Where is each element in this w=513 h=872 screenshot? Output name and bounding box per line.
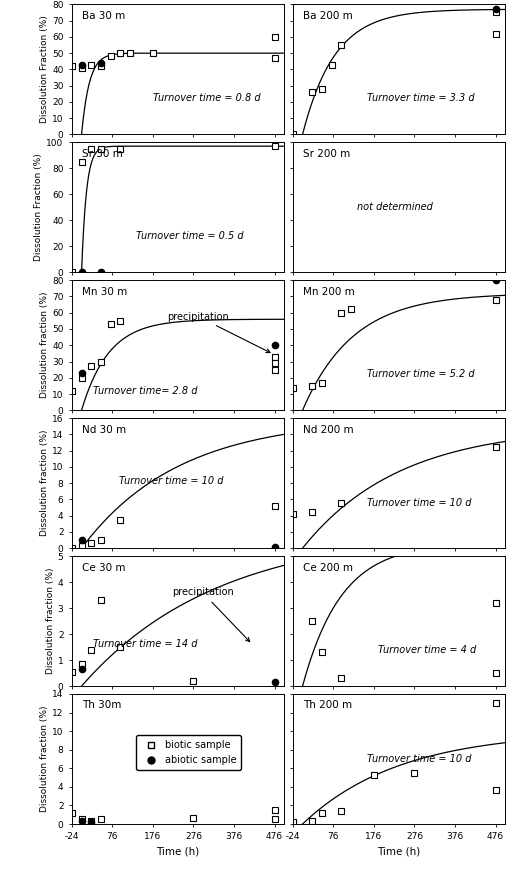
Text: Nd 30 m: Nd 30 m — [83, 425, 127, 434]
Text: Turnover time = 0.5 d: Turnover time = 0.5 d — [135, 231, 243, 241]
Text: Ba 30 m: Ba 30 m — [83, 10, 126, 21]
Y-axis label: Dissolution fraction (%): Dissolution fraction (%) — [40, 705, 49, 812]
Text: Turnover time = 5.2 d: Turnover time = 5.2 d — [367, 369, 475, 378]
Text: Mn 200 m: Mn 200 m — [303, 287, 355, 296]
Text: Ce 200 m: Ce 200 m — [303, 562, 353, 573]
Legend: biotic sample, abiotic sample: biotic sample, abiotic sample — [136, 735, 241, 770]
Text: not determined: not determined — [357, 202, 432, 212]
Text: Th 200 m: Th 200 m — [303, 700, 352, 711]
Text: Turnover time = 10 d: Turnover time = 10 d — [367, 754, 471, 764]
Text: Turnover time = 3.3 d: Turnover time = 3.3 d — [367, 93, 475, 103]
Y-axis label: Dissolution Fraction (%): Dissolution Fraction (%) — [34, 153, 44, 262]
Text: Turnover time = 10 d: Turnover time = 10 d — [119, 475, 223, 486]
Text: Nd 200 m: Nd 200 m — [303, 425, 354, 434]
Text: Mn 30 m: Mn 30 m — [83, 287, 128, 296]
Y-axis label: Dissolution fraction (%): Dissolution fraction (%) — [40, 430, 49, 536]
Y-axis label: Dissolution fraction (%): Dissolution fraction (%) — [46, 568, 55, 674]
Text: precipitation: precipitation — [172, 588, 250, 642]
X-axis label: Time (h): Time (h) — [378, 847, 421, 857]
Y-axis label: Dissolution Fraction (%): Dissolution Fraction (%) — [40, 16, 49, 123]
Text: Sr 200 m: Sr 200 m — [303, 149, 351, 159]
Text: Sr 30 m: Sr 30 m — [83, 149, 123, 159]
Text: Ba 200 m: Ba 200 m — [303, 10, 353, 21]
Text: Turnover time = 10 d: Turnover time = 10 d — [367, 498, 471, 508]
X-axis label: Time (h): Time (h) — [156, 847, 200, 857]
Text: Turnover time= 2.8 d: Turnover time= 2.8 d — [93, 385, 198, 396]
Text: Turnover time = 0.8 d: Turnover time = 0.8 d — [152, 93, 260, 103]
Y-axis label: Dissolution fraction (%): Dissolution fraction (%) — [40, 292, 49, 399]
Text: Turnover time = 4 d: Turnover time = 4 d — [378, 644, 476, 655]
Text: Turnover time = 14 d: Turnover time = 14 d — [93, 639, 198, 650]
Text: Th 30m: Th 30m — [83, 700, 122, 711]
Text: Ce 30 m: Ce 30 m — [83, 562, 126, 573]
Text: precipitation: precipitation — [167, 311, 270, 352]
